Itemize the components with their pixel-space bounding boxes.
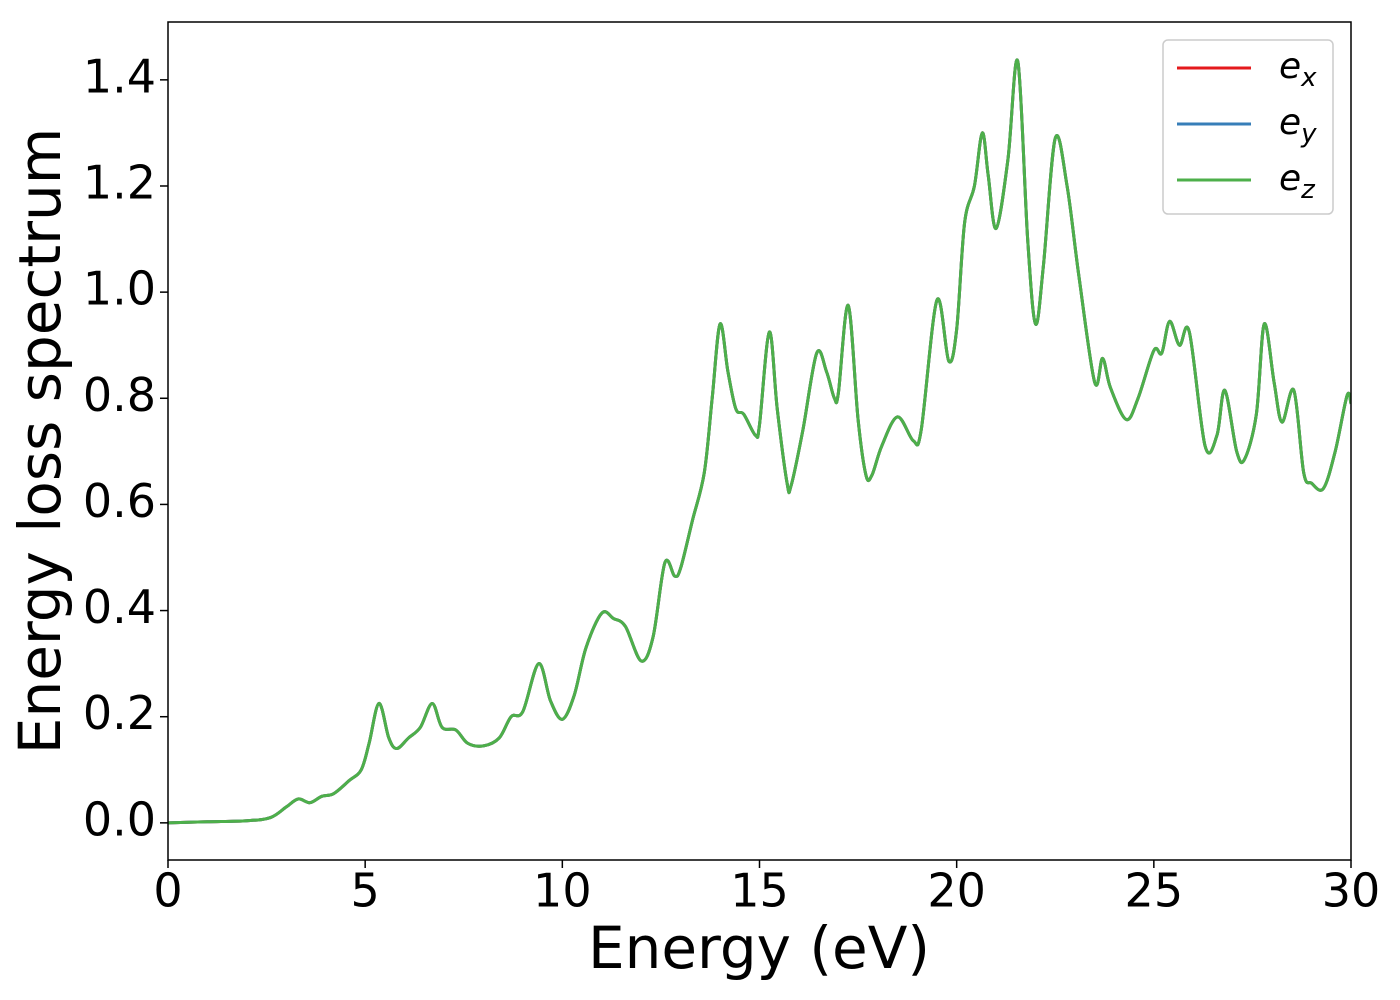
legend-label-sub: x [1300,63,1317,93]
legend-label: ey [1279,102,1317,149]
legend-label: ez [1279,158,1316,205]
x-tick-label: 20 [927,864,986,918]
x-tick-label: 30 [1322,864,1381,918]
legend-label-sub: z [1300,175,1316,205]
y-tick-label: 1.2 [83,155,156,209]
y-tick-label: 0.8 [83,368,156,422]
legend-label-main: e [1279,102,1301,143]
y-tick-label: 0.2 [83,686,156,740]
x-tick-label: 5 [351,864,380,918]
legend-label-main: e [1279,158,1301,199]
x-axis-label: Energy (eV) [588,914,930,982]
legend-box [1162,39,1334,215]
y-tick-label: 0.0 [83,792,156,846]
plot-frame [167,21,1352,861]
y-tick-label: 1.0 [83,262,156,316]
x-tick-label: 15 [730,864,789,918]
legend-label: ex [1279,46,1317,93]
y-tick-label: 0.4 [83,580,156,634]
x-tick-label: 0 [153,864,182,918]
y-tick-label: 1.4 [83,49,156,103]
y-tick-label: 0.6 [83,474,156,528]
x-tick-label: 10 [533,864,592,918]
y-axis-label: Energy loss spectrum [6,128,74,754]
legend-label-main: e [1279,46,1301,87]
x-tick-label: 25 [1125,864,1184,918]
legend-label-sub: y [1300,119,1317,149]
series-line [168,58,1351,825]
